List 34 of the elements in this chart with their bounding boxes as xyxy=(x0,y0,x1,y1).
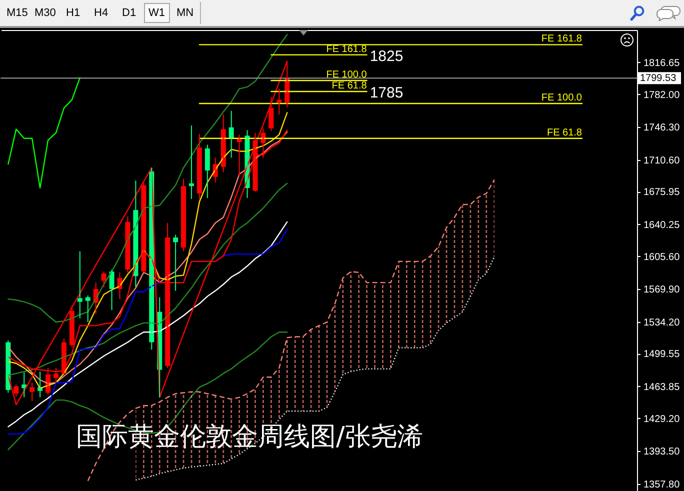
series-label: FE 61.8 xyxy=(546,127,582,138)
series-label: FE 161.8 xyxy=(541,34,582,45)
y-tick-label: 1499.55 xyxy=(644,349,680,360)
timeframe-label: M30 xyxy=(34,7,56,19)
series-label: FE 100.0 xyxy=(326,70,368,81)
y-tick-label: 1357.80 xyxy=(644,479,680,490)
data-label: 1825 xyxy=(370,48,404,65)
line-series xyxy=(8,77,80,189)
timeframe-label: D1 xyxy=(122,7,136,19)
y-tick-label: 1675.95 xyxy=(644,187,680,198)
y-tick-label: 1782.00 xyxy=(644,90,680,101)
data-label: 1785 xyxy=(370,84,404,102)
y-tick-label: 1746.30 xyxy=(644,122,680,134)
y-tick-label: 1816.65 xyxy=(644,58,680,69)
annotation: 国际黄金伦敦金周线图/张尧浠 xyxy=(76,422,423,452)
series-label: FE 161.8 xyxy=(326,44,368,55)
timeframe-label: H4 xyxy=(94,7,108,19)
timeframe-label: MN xyxy=(176,7,194,19)
ref-line-label: 1799.53 xyxy=(640,73,677,84)
y-tick-label: 1710.60 xyxy=(644,155,680,166)
y-tick-label: 1463.85 xyxy=(644,382,680,393)
series-label: FE 100.0 xyxy=(541,92,582,104)
line-series xyxy=(8,34,288,323)
y-tick-label: 1534.20 xyxy=(644,317,680,328)
y-tick-label: 1393.50 xyxy=(644,446,680,458)
y-tick-label: 1605.60 xyxy=(644,252,680,263)
line-series xyxy=(8,182,288,376)
y-tick-label: 1429.20 xyxy=(644,414,680,425)
timeframe-label: W1 xyxy=(148,7,165,19)
timeframe-label: M15 xyxy=(6,7,28,19)
series-label: FE 61.8 xyxy=(332,80,368,92)
y-tick-label: 1569.90 xyxy=(644,284,680,296)
timeframe-label: H1 xyxy=(66,7,80,19)
y-tick-label: 1640.25 xyxy=(644,220,680,231)
